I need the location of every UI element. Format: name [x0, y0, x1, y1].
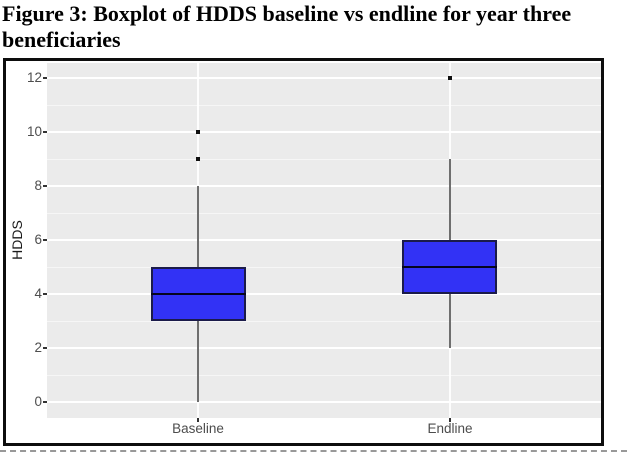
y-tick-mark — [43, 131, 47, 133]
gridline-major — [47, 131, 601, 133]
gridline-minor — [47, 320, 601, 322]
x-tick-mark — [449, 418, 451, 422]
gridline-minor — [47, 266, 601, 268]
y-tick-label: 12 — [26, 70, 42, 85]
gridline-major — [47, 77, 601, 79]
y-tick-mark — [43, 239, 47, 241]
y-tick-mark — [43, 185, 47, 187]
gridline-minor — [47, 374, 601, 376]
plot-panel — [47, 63, 601, 418]
figure-title: Figure 3: Boxplot of HDDS baseline vs en… — [2, 1, 572, 52]
y-tick-label: 0 — [34, 394, 42, 409]
y-tick-label: 8 — [34, 178, 42, 193]
outlier-point — [448, 76, 452, 80]
page-border-dashed-line — [0, 450, 627, 452]
x-category-label-endline: Endline — [427, 421, 473, 436]
gridline-major — [47, 401, 601, 403]
gridline-major — [47, 185, 601, 187]
gridline-major — [47, 293, 601, 295]
y-tick-label: 10 — [26, 124, 42, 139]
y-tick-mark — [43, 347, 47, 349]
gridline-minor — [47, 158, 601, 160]
gridline-minor — [47, 104, 601, 106]
outlier-point — [196, 130, 200, 134]
median-line-baseline — [150, 293, 246, 295]
gridline-minor — [47, 212, 601, 214]
gridline-major — [47, 347, 601, 349]
y-tick-mark — [43, 401, 47, 403]
gridline-major — [47, 239, 601, 241]
y-tick-mark — [43, 77, 47, 79]
y-tick-mark — [43, 293, 47, 295]
x-category-label-baseline: Baseline — [172, 421, 224, 436]
x-tick-mark — [197, 418, 199, 422]
outlier-point — [196, 157, 200, 161]
y-tick-label: 4 — [34, 286, 42, 301]
y-tick-label: 2 — [34, 340, 42, 355]
median-line-endline — [402, 266, 498, 268]
y-tick-label: 6 — [34, 232, 42, 247]
